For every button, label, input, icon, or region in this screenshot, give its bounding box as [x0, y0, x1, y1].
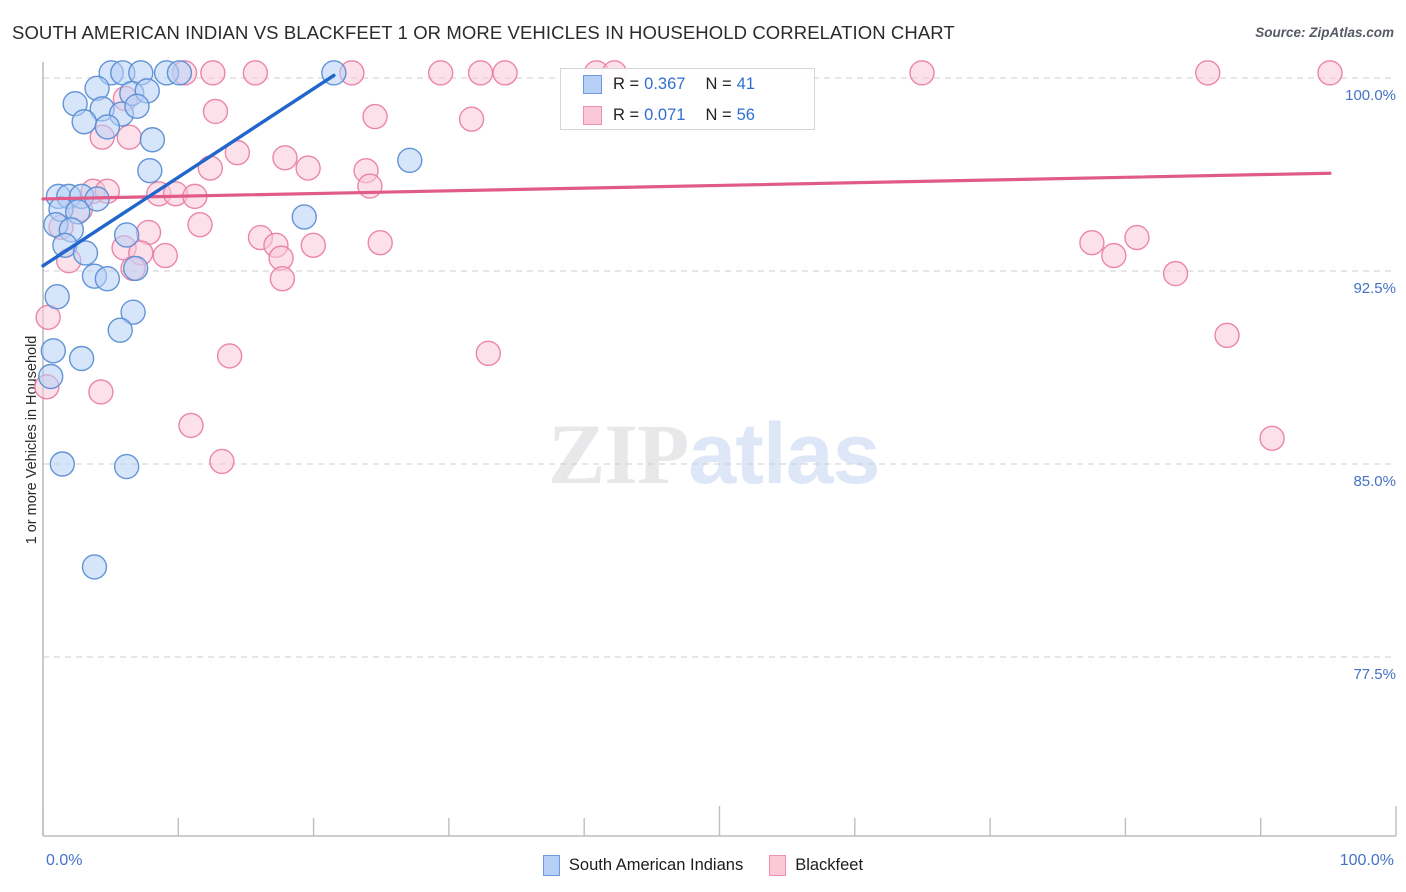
series-legend-label-blue: South American Indians [568, 855, 744, 874]
series-legend: South American Indians Blackfeet [0, 850, 1406, 880]
series-legend-label-pink: Blackfeet [795, 855, 864, 874]
page-title: SOUTH AMERICAN INDIAN VS BLACKFEET 1 OR … [12, 22, 955, 43]
legend-r-label-blue: R = [613, 75, 640, 93]
series-swatch-icon-blue [542, 854, 560, 876]
series-legend-item-south-american-indians[interactable]: South American Indians [542, 854, 744, 876]
svg-text:85.0%: 85.0% [1353, 473, 1396, 490]
legend-r-label-pink: R = [613, 106, 640, 124]
svg-text:77.5%: 77.5% [1353, 666, 1396, 683]
gridlines [43, 77, 1396, 658]
x-axis-max-label: 100.0% [1339, 852, 1394, 869]
x-axis-min-label: 0.0% [46, 852, 83, 869]
svg-text:92.5%: 92.5% [1353, 280, 1396, 297]
legend-swatch-icon-pink [583, 106, 602, 125]
legend-n-value-pink: 56 [736, 106, 755, 124]
axis-lines [42, 62, 1396, 837]
svg-text:100.0%: 100.0% [1345, 87, 1396, 104]
stats-legend-row-pink: R = 0.071 N = 56 [561, 100, 814, 131]
legend-r-value-pink: 0.071 [644, 106, 686, 124]
source-label: Source: ZipAtlas.com [1255, 25, 1394, 40]
series-legend-item-blackfeet[interactable]: Blackfeet [769, 854, 864, 876]
legend-n-label-blue: N = [705, 75, 732, 93]
legend-n-label-pink: N = [705, 106, 732, 124]
y-axis-tick-labels: 100.0% 92.5% 85.0% 77.5% [1345, 87, 1396, 683]
legend-r-value-blue: 0.367 [644, 75, 686, 93]
x-axis-ticks [42, 806, 1397, 836]
stats-legend: R = 0.367 N = 41 R = 0.071 N = 56 [560, 68, 815, 130]
legend-n-value-blue: 41 [736, 75, 755, 93]
trend-lines [41, 73, 1332, 268]
stats-legend-row-blue: R = 0.367 N = 41 [561, 69, 814, 100]
legend-swatch-icon-blue [583, 75, 602, 94]
series-swatch-icon-pink [769, 854, 787, 876]
